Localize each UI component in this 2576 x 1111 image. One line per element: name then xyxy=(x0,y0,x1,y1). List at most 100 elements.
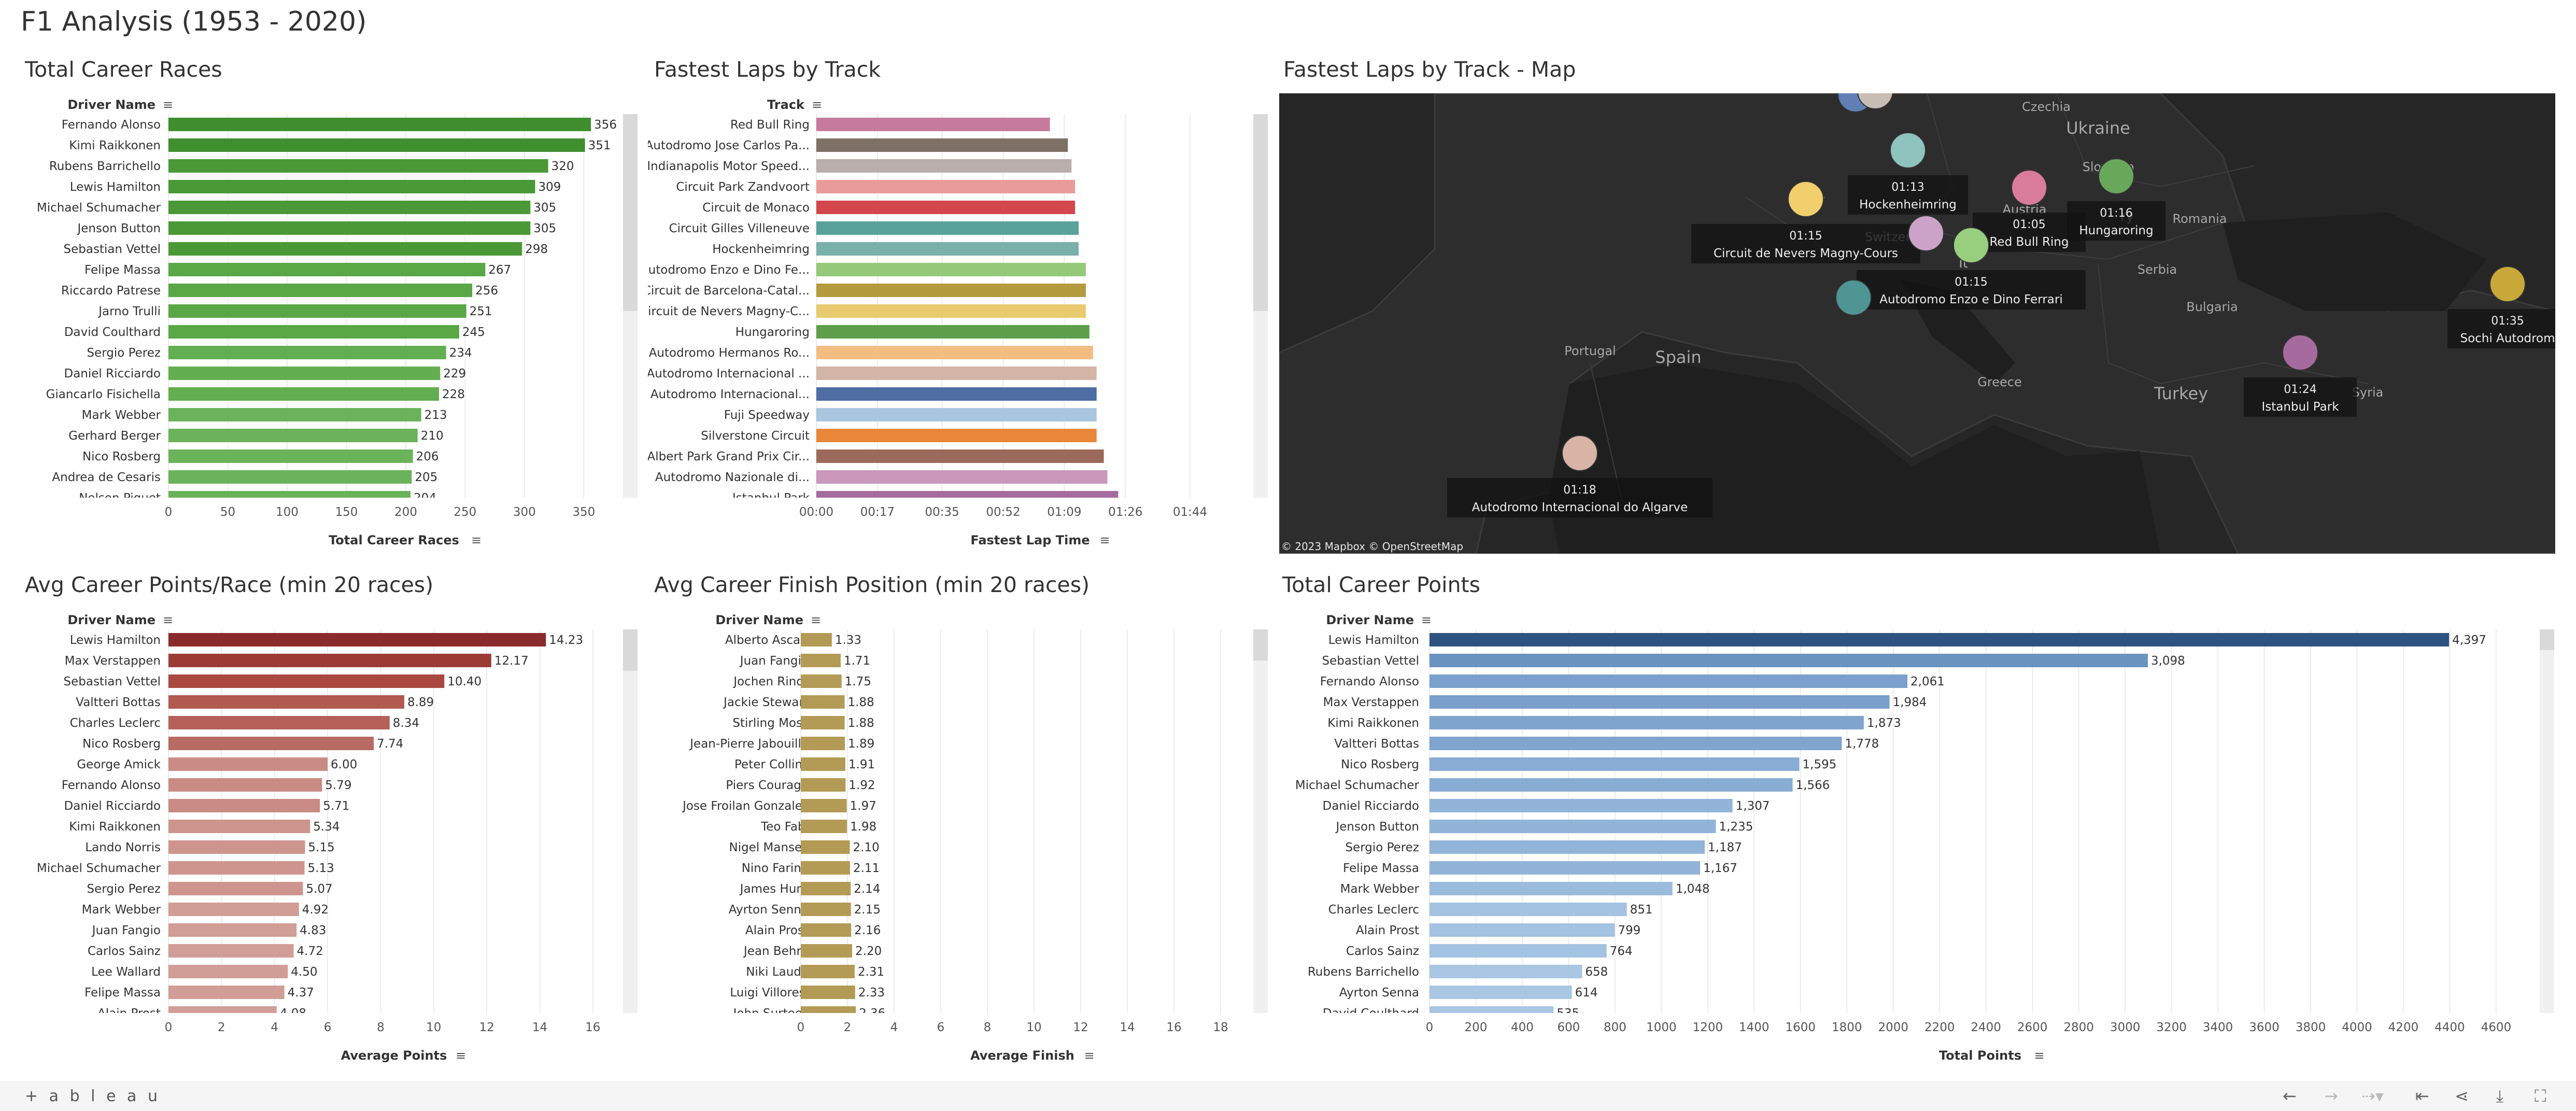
data-label: 1,167 xyxy=(1703,862,1737,875)
marker-label-bg xyxy=(1973,213,2086,252)
bar xyxy=(816,118,1050,131)
data-label: 614 xyxy=(1575,986,1598,1000)
data-label: 5.07 xyxy=(306,882,332,896)
data-label: 1.88 xyxy=(848,716,874,730)
marker-name: Circuit de Nevers Magny-Cours xyxy=(1714,247,1898,260)
axis-title: Fastest Lap Time xyxy=(970,533,1089,547)
category-label: Sergio Perez xyxy=(87,346,161,360)
undo-icon[interactable]: ← xyxy=(2283,1086,2297,1106)
tick-label: 4 xyxy=(271,1021,278,1034)
marker-time: 01:18 xyxy=(1563,484,1596,497)
category-label: Fernando Alonso xyxy=(62,779,161,792)
tableau-logo[interactable]: + a b l e a u xyxy=(25,1087,161,1105)
fastest-laps-scroll-thumb[interactable] xyxy=(1253,114,1268,311)
marker-time: 01:15 xyxy=(1955,276,1987,289)
map-canvas[interactable]: CzechiaUkraineSlovakiaAustriaSwitzerland… xyxy=(1279,93,2555,554)
tick-label: 8 xyxy=(984,1021,992,1034)
category-label: Autodromo Internacional... xyxy=(650,388,810,401)
category-label: David Coulthard xyxy=(64,326,161,339)
bar xyxy=(816,242,1079,256)
category-label: Jackie Stewart xyxy=(723,696,809,709)
download-icon[interactable]: ⤓ xyxy=(2496,1086,2504,1106)
track-map[interactable]: CzechiaUkraineSlovakiaAustriaSwitzerland… xyxy=(1279,93,2555,554)
tick-label: 600 xyxy=(1557,1021,1580,1034)
axis-sort-icon: ≡ xyxy=(456,1048,466,1063)
category-label: Sebastian Vettel xyxy=(64,243,161,256)
category-label: Kimi Raikkonen xyxy=(1327,716,1419,730)
revert-icon[interactable]: ⇢▾ xyxy=(2361,1086,2384,1106)
bar xyxy=(1429,716,1864,729)
tick-label: 12 xyxy=(1073,1021,1088,1034)
avg-finish-scrollbar[interactable] xyxy=(1253,629,1268,1013)
tick-label: 50 xyxy=(220,505,235,519)
career-races-scroll-thumb[interactable] xyxy=(623,114,638,311)
data-label: 205 xyxy=(415,471,437,484)
tick-label: 3400 xyxy=(2203,1021,2233,1034)
bar xyxy=(816,449,1104,463)
category-label: Nico Rosberg xyxy=(1341,758,1419,771)
data-label: 535 xyxy=(1556,1007,1579,1020)
reset-icon[interactable]: ⇤ xyxy=(2415,1086,2429,1106)
bar xyxy=(801,840,850,854)
category-label: Carlos Sainz xyxy=(1346,945,1419,958)
share-icon[interactable]: ⋖ xyxy=(2455,1086,2469,1106)
career-races-title: Total Career Races xyxy=(25,57,222,82)
map-marker xyxy=(1953,227,1989,263)
redo-icon[interactable]: → xyxy=(2324,1086,2338,1106)
tick-label: 00:17 xyxy=(860,505,895,519)
axis-sort-icon: ≡ xyxy=(1084,1048,1095,1063)
avg-points-scrollbar[interactable] xyxy=(623,629,638,1013)
bar xyxy=(168,449,413,463)
category-label: David Coulthard xyxy=(1323,1007,1419,1020)
bar xyxy=(168,965,288,978)
row-header: Track xyxy=(767,97,805,112)
category-label: Sebastian Vettel xyxy=(64,675,161,688)
data-label: 851 xyxy=(1630,903,1653,917)
bar xyxy=(168,737,374,750)
bar xyxy=(801,778,846,792)
data-label: 1,595 xyxy=(1803,758,1837,771)
career-points-chart: Driver Name ≡Lewis Hamilton 4,397Sebastian… xyxy=(1295,613,2511,1063)
career-points-scrollbar[interactable] xyxy=(2540,629,2554,1013)
category-label: Indianapolis Motor Speed... xyxy=(648,160,810,173)
category-label: Kimi Raikkonen xyxy=(69,820,161,834)
tick-label: 14 xyxy=(1120,1021,1135,1034)
fastest-laps-title: Fastest Laps by Track xyxy=(654,57,881,82)
avg-finish-scroll-thumb[interactable] xyxy=(1253,629,1268,660)
category-label: Sergio Perez xyxy=(87,882,161,896)
bar xyxy=(168,180,535,193)
data-label: 351 xyxy=(588,139,611,152)
avg-points-scroll-thumb[interactable] xyxy=(623,629,638,671)
fastest-laps-scrollbar[interactable] xyxy=(1253,114,1268,498)
data-label: 234 xyxy=(449,346,472,360)
category-label: Piers Courage xyxy=(726,779,809,792)
map-place-label: Portugal xyxy=(1564,344,1616,358)
tick-label: 2200 xyxy=(1924,1021,1955,1034)
map-place-label: Romania xyxy=(2173,212,2227,226)
category-label: Ayrton Senna xyxy=(1339,986,1419,1000)
bar xyxy=(816,304,1086,318)
bar xyxy=(168,923,297,937)
sea-black xyxy=(2223,213,2487,311)
category-label: Hungaroring xyxy=(735,326,810,339)
marker-label-bg xyxy=(1857,270,2086,310)
career-points-scroll-thumb[interactable] xyxy=(2540,629,2554,650)
career-races-scrollbar[interactable] xyxy=(623,114,638,498)
tick-label: 00:35 xyxy=(925,505,959,519)
marker-name: Red Bull Ring xyxy=(1989,235,2069,249)
map-attribution[interactable]: © 2023 Mapbox © OpenStreetMap xyxy=(1281,540,1464,553)
bar xyxy=(168,387,439,401)
bar xyxy=(801,633,832,646)
tick-label: 6 xyxy=(937,1021,945,1034)
category-label: Lee Wallard xyxy=(91,965,161,979)
fullscreen-icon[interactable]: ⛶ xyxy=(2535,1086,2546,1106)
data-label: 245 xyxy=(462,326,485,339)
category-label: Nelson Piquet xyxy=(79,491,161,505)
category-label: Michael Schumacher xyxy=(37,862,161,875)
bar xyxy=(816,346,1093,359)
data-label: 2.15 xyxy=(854,903,881,917)
marker-label-bg xyxy=(1447,478,1712,517)
category-label: Mark Webber xyxy=(82,903,161,917)
map-marker xyxy=(1835,279,1872,316)
tick-label: 18 xyxy=(1213,1021,1228,1034)
